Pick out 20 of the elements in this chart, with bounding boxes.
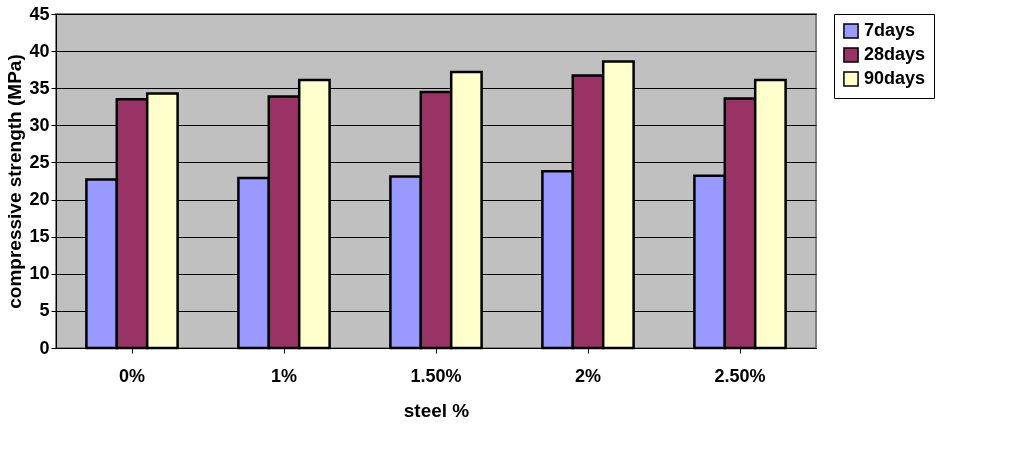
y-tick-label: 25 [29,151,50,172]
x-tick-label: 2.50% [714,365,766,386]
legend-label: 90days [864,68,926,88]
y-tick-label: 45 [29,3,50,24]
legend-label: 7days [864,20,916,40]
y-tick-label: 5 [39,300,50,321]
y-axis-title: compressive strength (MPa) [4,54,26,309]
legend-label: 28days [864,44,926,64]
x-tick-label: 0% [118,365,146,386]
y-tick-label: 35 [29,77,50,98]
y-tick-label: 30 [29,114,50,135]
y-tick-label: 40 [29,40,50,61]
y-tick-label: 10 [29,263,50,284]
x-axis-title: steel % [403,399,470,421]
x-tick-label: 2% [574,365,602,386]
y-tick-label: 20 [29,189,50,210]
x-tick-label: 1.50% [410,365,462,386]
x-tick-label: 1% [270,365,298,386]
y-tick-label: 15 [29,226,50,247]
y-tick-label: 0 [39,337,50,358]
